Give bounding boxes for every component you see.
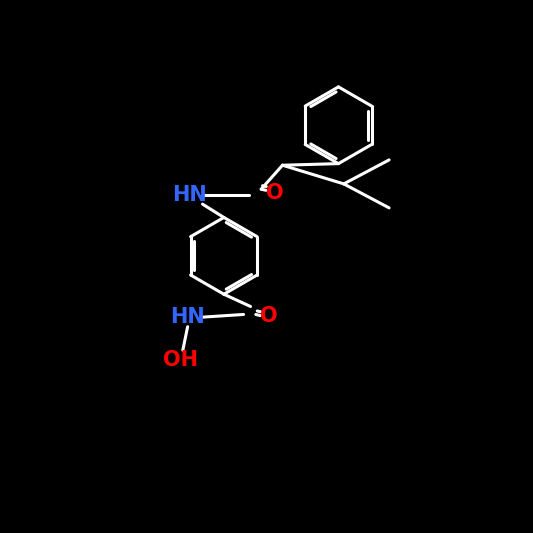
Text: HN: HN bbox=[172, 184, 207, 205]
Text: O: O bbox=[260, 305, 278, 326]
Text: O: O bbox=[265, 183, 284, 203]
Text: OH: OH bbox=[163, 350, 198, 370]
Text: HN: HN bbox=[170, 307, 205, 327]
